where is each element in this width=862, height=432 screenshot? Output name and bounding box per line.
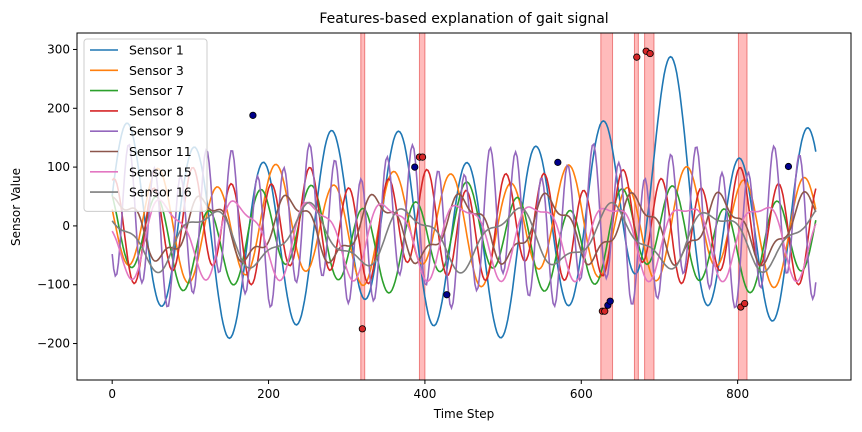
- highlight-point-17: [784, 162, 793, 171]
- chart-title: Features-based explanation of gait signa…: [319, 11, 608, 27]
- highlight-point-11: [606, 297, 614, 305]
- plot-frame: [76, 32, 852, 381]
- y-axis-label: Sensor Value: [9, 168, 23, 246]
- series-line-sensor-9: [111, 142, 817, 311]
- highlight-band-6: [737, 33, 748, 380]
- y-tick-label: 300: [47, 42, 70, 56]
- legend-label-sensor-1: Sensor 1: [129, 43, 184, 58]
- x-tick-label: 400: [413, 387, 436, 401]
- y-tick-label: 100: [47, 160, 70, 174]
- series-line-sensor-1: [111, 55, 817, 340]
- legend-label-sensor-3: Sensor 3: [129, 63, 184, 78]
- highlight-point-14: [646, 49, 654, 58]
- y-tick-label: 200: [47, 101, 70, 115]
- highlight-point-5: [418, 153, 427, 161]
- y-tick-label: 0: [62, 219, 70, 233]
- x-tick-label: 800: [726, 387, 749, 401]
- legend-box: [83, 38, 208, 212]
- series-line-sensor-15: [111, 198, 817, 283]
- legend-label-sensor-7: Sensor 7: [129, 83, 184, 98]
- highlight-point-2: [358, 325, 366, 333]
- highlight-point-12: [633, 53, 641, 61]
- legend-label-sensor-8: Sensor 8: [129, 103, 184, 118]
- highlight-point-7: [554, 158, 562, 166]
- x-tick-label: 200: [257, 387, 280, 401]
- series-line-sensor-8: [111, 166, 817, 286]
- x-axis-label: Time Step: [433, 407, 495, 421]
- highlight-point-16: [741, 299, 749, 308]
- highlight-point-9: [601, 307, 609, 315]
- series-line-sensor-16: [111, 201, 817, 274]
- legend-label-sensor-16: Sensor 16: [129, 185, 192, 200]
- legend-label-sensor-15: Sensor 15: [129, 164, 192, 179]
- series-line-sensor-3: [111, 163, 817, 289]
- series-line-sensor-7: [111, 181, 817, 294]
- highlight-point-6: [443, 291, 451, 299]
- legend: Sensor 1 Sensor 3 Sensor 7 Sensor 8 Sensor 9…: [83, 38, 208, 212]
- legend-label-sensor-11: Sensor 11: [129, 144, 192, 159]
- x-tick-label: 0: [108, 387, 116, 401]
- highlight-point-3: [411, 163, 419, 171]
- x-tick-label: 600: [570, 387, 593, 401]
- y-tick-label: −100: [37, 278, 70, 292]
- y-tick-label: −200: [37, 337, 70, 351]
- legend-label-sensor-9: Sensor 9: [129, 124, 184, 139]
- highlight-point-1: [249, 111, 257, 119]
